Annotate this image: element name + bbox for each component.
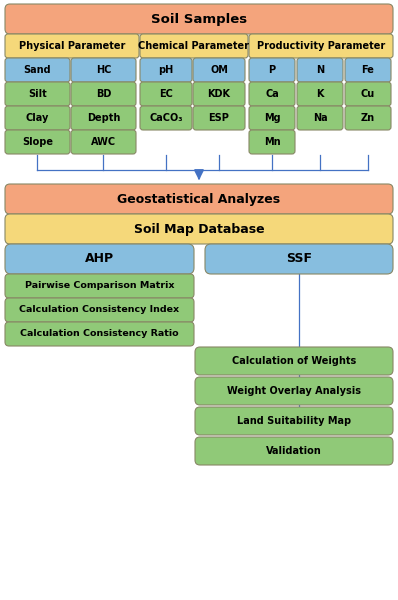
Text: Land Suitability Map: Land Suitability Map xyxy=(237,416,351,426)
Text: Slope: Slope xyxy=(22,137,53,147)
FancyBboxPatch shape xyxy=(71,58,136,82)
FancyBboxPatch shape xyxy=(5,244,194,274)
FancyBboxPatch shape xyxy=(297,58,343,82)
FancyBboxPatch shape xyxy=(345,82,391,106)
Text: Na: Na xyxy=(313,113,327,123)
FancyBboxPatch shape xyxy=(345,58,391,82)
FancyBboxPatch shape xyxy=(345,106,391,130)
Text: KDK: KDK xyxy=(207,89,230,99)
Text: Fe: Fe xyxy=(361,65,375,75)
FancyBboxPatch shape xyxy=(5,82,70,106)
FancyBboxPatch shape xyxy=(140,34,248,58)
FancyBboxPatch shape xyxy=(195,347,393,375)
Text: Pairwise Comparison Matrix: Pairwise Comparison Matrix xyxy=(25,281,174,290)
Text: Ca: Ca xyxy=(265,89,279,99)
Text: HC: HC xyxy=(96,65,111,75)
Text: Validation: Validation xyxy=(266,446,322,456)
FancyBboxPatch shape xyxy=(297,106,343,130)
FancyBboxPatch shape xyxy=(249,82,295,106)
Text: Depth: Depth xyxy=(87,113,120,123)
Text: N: N xyxy=(316,65,324,75)
Text: K: K xyxy=(316,89,324,99)
Text: Calculation Consistency Ratio: Calculation Consistency Ratio xyxy=(20,329,179,338)
Text: CaCO₃: CaCO₃ xyxy=(149,113,183,123)
FancyBboxPatch shape xyxy=(5,274,194,298)
Text: Sand: Sand xyxy=(24,65,51,75)
Text: Zn: Zn xyxy=(361,113,375,123)
FancyBboxPatch shape xyxy=(195,437,393,465)
Text: ESP: ESP xyxy=(209,113,229,123)
Text: AWC: AWC xyxy=(91,137,116,147)
FancyBboxPatch shape xyxy=(5,322,194,346)
FancyBboxPatch shape xyxy=(249,34,393,58)
Text: Clay: Clay xyxy=(26,113,49,123)
Text: P: P xyxy=(268,65,275,75)
FancyBboxPatch shape xyxy=(140,82,192,106)
FancyBboxPatch shape xyxy=(5,34,139,58)
Text: Silt: Silt xyxy=(28,89,47,99)
FancyBboxPatch shape xyxy=(71,130,136,154)
FancyBboxPatch shape xyxy=(140,58,192,82)
Text: Cu: Cu xyxy=(361,89,375,99)
FancyBboxPatch shape xyxy=(140,106,192,130)
Text: Soil Map Database: Soil Map Database xyxy=(134,223,264,235)
FancyBboxPatch shape xyxy=(195,407,393,435)
Text: Calculation Consistency Index: Calculation Consistency Index xyxy=(20,305,179,314)
Text: OM: OM xyxy=(210,65,228,75)
FancyBboxPatch shape xyxy=(5,58,70,82)
Text: Mn: Mn xyxy=(264,137,280,147)
FancyBboxPatch shape xyxy=(5,4,393,34)
Text: EC: EC xyxy=(159,89,173,99)
FancyBboxPatch shape xyxy=(71,82,136,106)
FancyBboxPatch shape xyxy=(205,244,393,274)
FancyBboxPatch shape xyxy=(5,214,393,244)
Text: SSF: SSF xyxy=(286,253,312,265)
FancyBboxPatch shape xyxy=(5,298,194,322)
FancyBboxPatch shape xyxy=(5,130,70,154)
FancyBboxPatch shape xyxy=(71,106,136,130)
Text: Soil Samples: Soil Samples xyxy=(151,13,247,25)
FancyBboxPatch shape xyxy=(249,58,295,82)
FancyBboxPatch shape xyxy=(193,58,245,82)
Text: AHP: AHP xyxy=(85,253,114,265)
FancyBboxPatch shape xyxy=(249,130,295,154)
Text: Mg: Mg xyxy=(264,113,280,123)
Text: pH: pH xyxy=(158,65,174,75)
FancyBboxPatch shape xyxy=(195,377,393,405)
FancyBboxPatch shape xyxy=(249,106,295,130)
Text: Weight Overlay Analysis: Weight Overlay Analysis xyxy=(227,386,361,396)
FancyBboxPatch shape xyxy=(5,184,393,214)
Text: Physical Parameter: Physical Parameter xyxy=(19,41,125,51)
FancyBboxPatch shape xyxy=(297,82,343,106)
Text: Geostatistical Analyzes: Geostatistical Analyzes xyxy=(117,193,281,205)
Text: BD: BD xyxy=(96,89,111,99)
Text: Productivity Parameter: Productivity Parameter xyxy=(257,41,385,51)
FancyBboxPatch shape xyxy=(5,106,70,130)
FancyBboxPatch shape xyxy=(193,106,245,130)
Text: Calculation of Weights: Calculation of Weights xyxy=(232,356,356,366)
Text: Chemical Parameter: Chemical Parameter xyxy=(139,41,250,51)
FancyBboxPatch shape xyxy=(193,82,245,106)
